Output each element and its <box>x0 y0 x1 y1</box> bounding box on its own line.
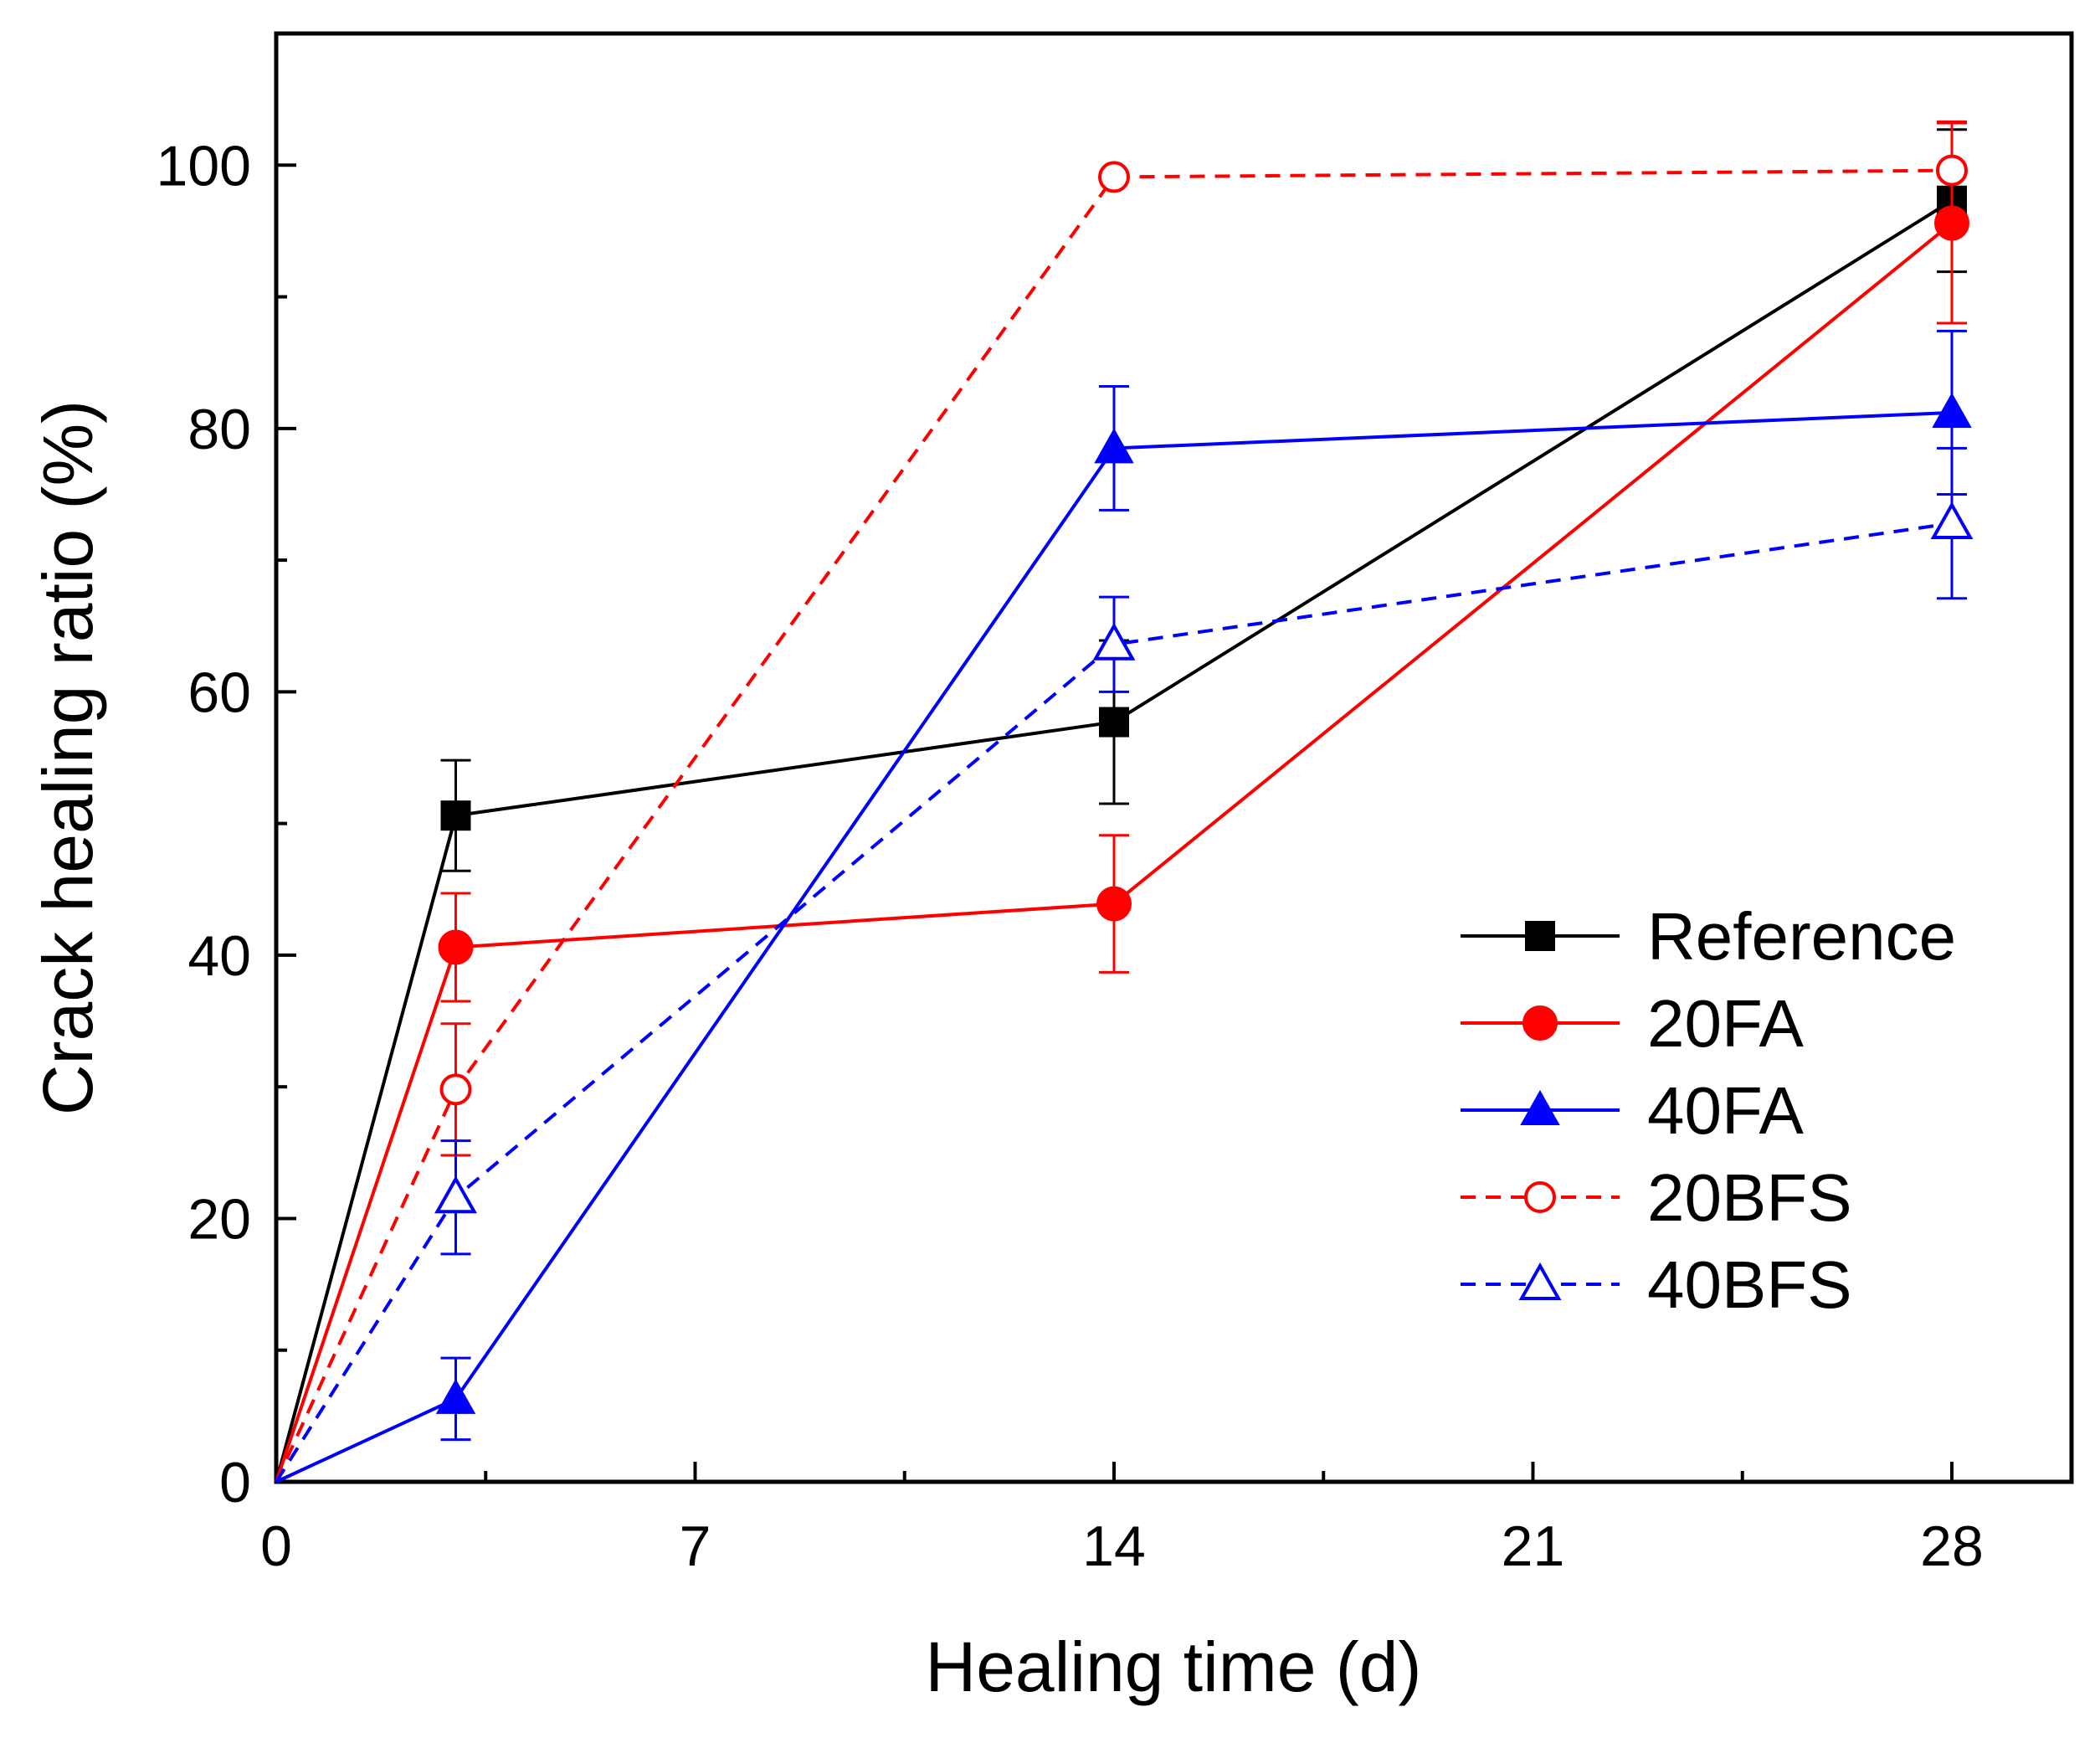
data-point <box>1932 392 1972 428</box>
data-point <box>1936 154 1968 187</box>
series-40bfs <box>275 446 1974 1483</box>
legend-marker <box>1522 1005 1558 1041</box>
y-tick-label: 100 <box>157 134 251 198</box>
x-tick-label: 28 <box>1920 1514 1984 1578</box>
x-tick-label: 7 <box>680 1514 711 1578</box>
series-layer <box>275 120 1974 1483</box>
y-axis-title: Crack healing ratio (%) <box>28 400 107 1115</box>
legend-entry-20fa: 20FA <box>1461 986 1804 1061</box>
y-tick-label: 20 <box>187 1187 251 1251</box>
data-point <box>434 1175 477 1214</box>
legend-label: 20FA <box>1647 986 1804 1061</box>
y-tick-label: 60 <box>187 661 251 724</box>
data-point <box>435 1378 476 1414</box>
data-point <box>440 800 471 831</box>
y-tick-label: 80 <box>187 398 251 461</box>
legend-marker <box>1524 1181 1556 1213</box>
data-point <box>1094 428 1134 464</box>
legend-entry-reference: Reference <box>1461 899 1956 974</box>
data-point <box>438 929 474 965</box>
y-tick-label: 40 <box>187 924 251 988</box>
data-point <box>439 1073 472 1106</box>
axis-ticks: 0 7 14 21 28 0 20 40 60 80 100 <box>157 134 1984 1578</box>
data-point <box>1930 501 1974 540</box>
data-point <box>1096 886 1132 922</box>
legend-entry-40bfs: 40BFS <box>1461 1247 1852 1322</box>
legend-marker <box>1518 1262 1562 1300</box>
legend-label: 40FA <box>1647 1073 1804 1148</box>
data-point <box>1092 622 1136 661</box>
series-20bfs <box>275 120 1968 1483</box>
series-line <box>275 199 1954 1483</box>
legend-entry-40fa: 40FA <box>1461 1073 1804 1148</box>
legend-marker <box>1520 1089 1560 1125</box>
legend-label: 40BFS <box>1647 1247 1852 1322</box>
series-line <box>275 410 1953 1483</box>
legend-label: Reference <box>1647 899 1956 974</box>
y-tick-label: 0 <box>219 1451 251 1514</box>
legend-marker <box>1525 921 1555 951</box>
series-40fa <box>275 329 1972 1483</box>
legend: Reference 20FA 40FA 20BFS 40BFS <box>1461 899 1956 1322</box>
x-tick-label: 0 <box>260 1514 292 1578</box>
x-tick-label: 14 <box>1082 1514 1146 1578</box>
series-line <box>275 522 1953 1483</box>
data-point <box>1098 161 1130 193</box>
data-point <box>1099 707 1129 738</box>
x-tick-label: 21 <box>1502 1514 1565 1578</box>
plot-frame <box>274 31 2074 1484</box>
x-axis-title: Healing time (d) <box>926 1627 1422 1706</box>
series-line <box>275 168 1953 1483</box>
legend-label: 20BFS <box>1647 1160 1852 1235</box>
legend-entry-20bfs: 20BFS <box>1461 1160 1852 1235</box>
